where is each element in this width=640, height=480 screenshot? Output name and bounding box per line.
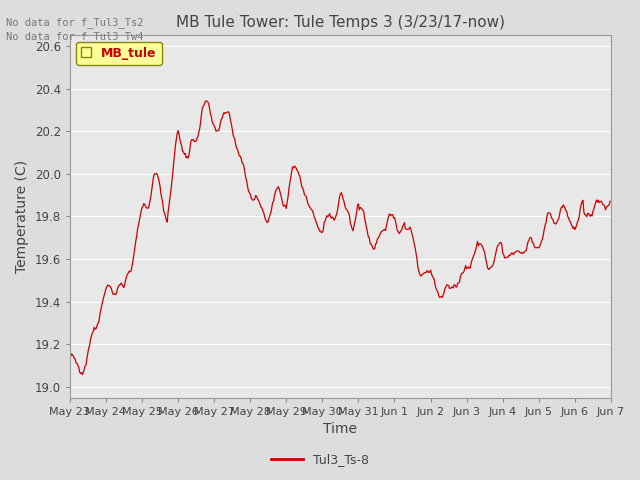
Legend: Tul3_Ts-8: Tul3_Ts-8: [266, 448, 374, 471]
Text: No data for f_Tul3_Ts2: No data for f_Tul3_Ts2: [6, 17, 144, 28]
Y-axis label: Temperature (C): Temperature (C): [15, 160, 29, 273]
X-axis label: Time: Time: [323, 422, 357, 436]
Title: MB Tule Tower: Tule Temps 3 (3/23/17-now): MB Tule Tower: Tule Temps 3 (3/23/17-now…: [176, 15, 505, 30]
Text: No data for f_Tul3_Tw4: No data for f_Tul3_Tw4: [6, 31, 144, 42]
Legend: MB_tule: MB_tule: [76, 42, 161, 65]
